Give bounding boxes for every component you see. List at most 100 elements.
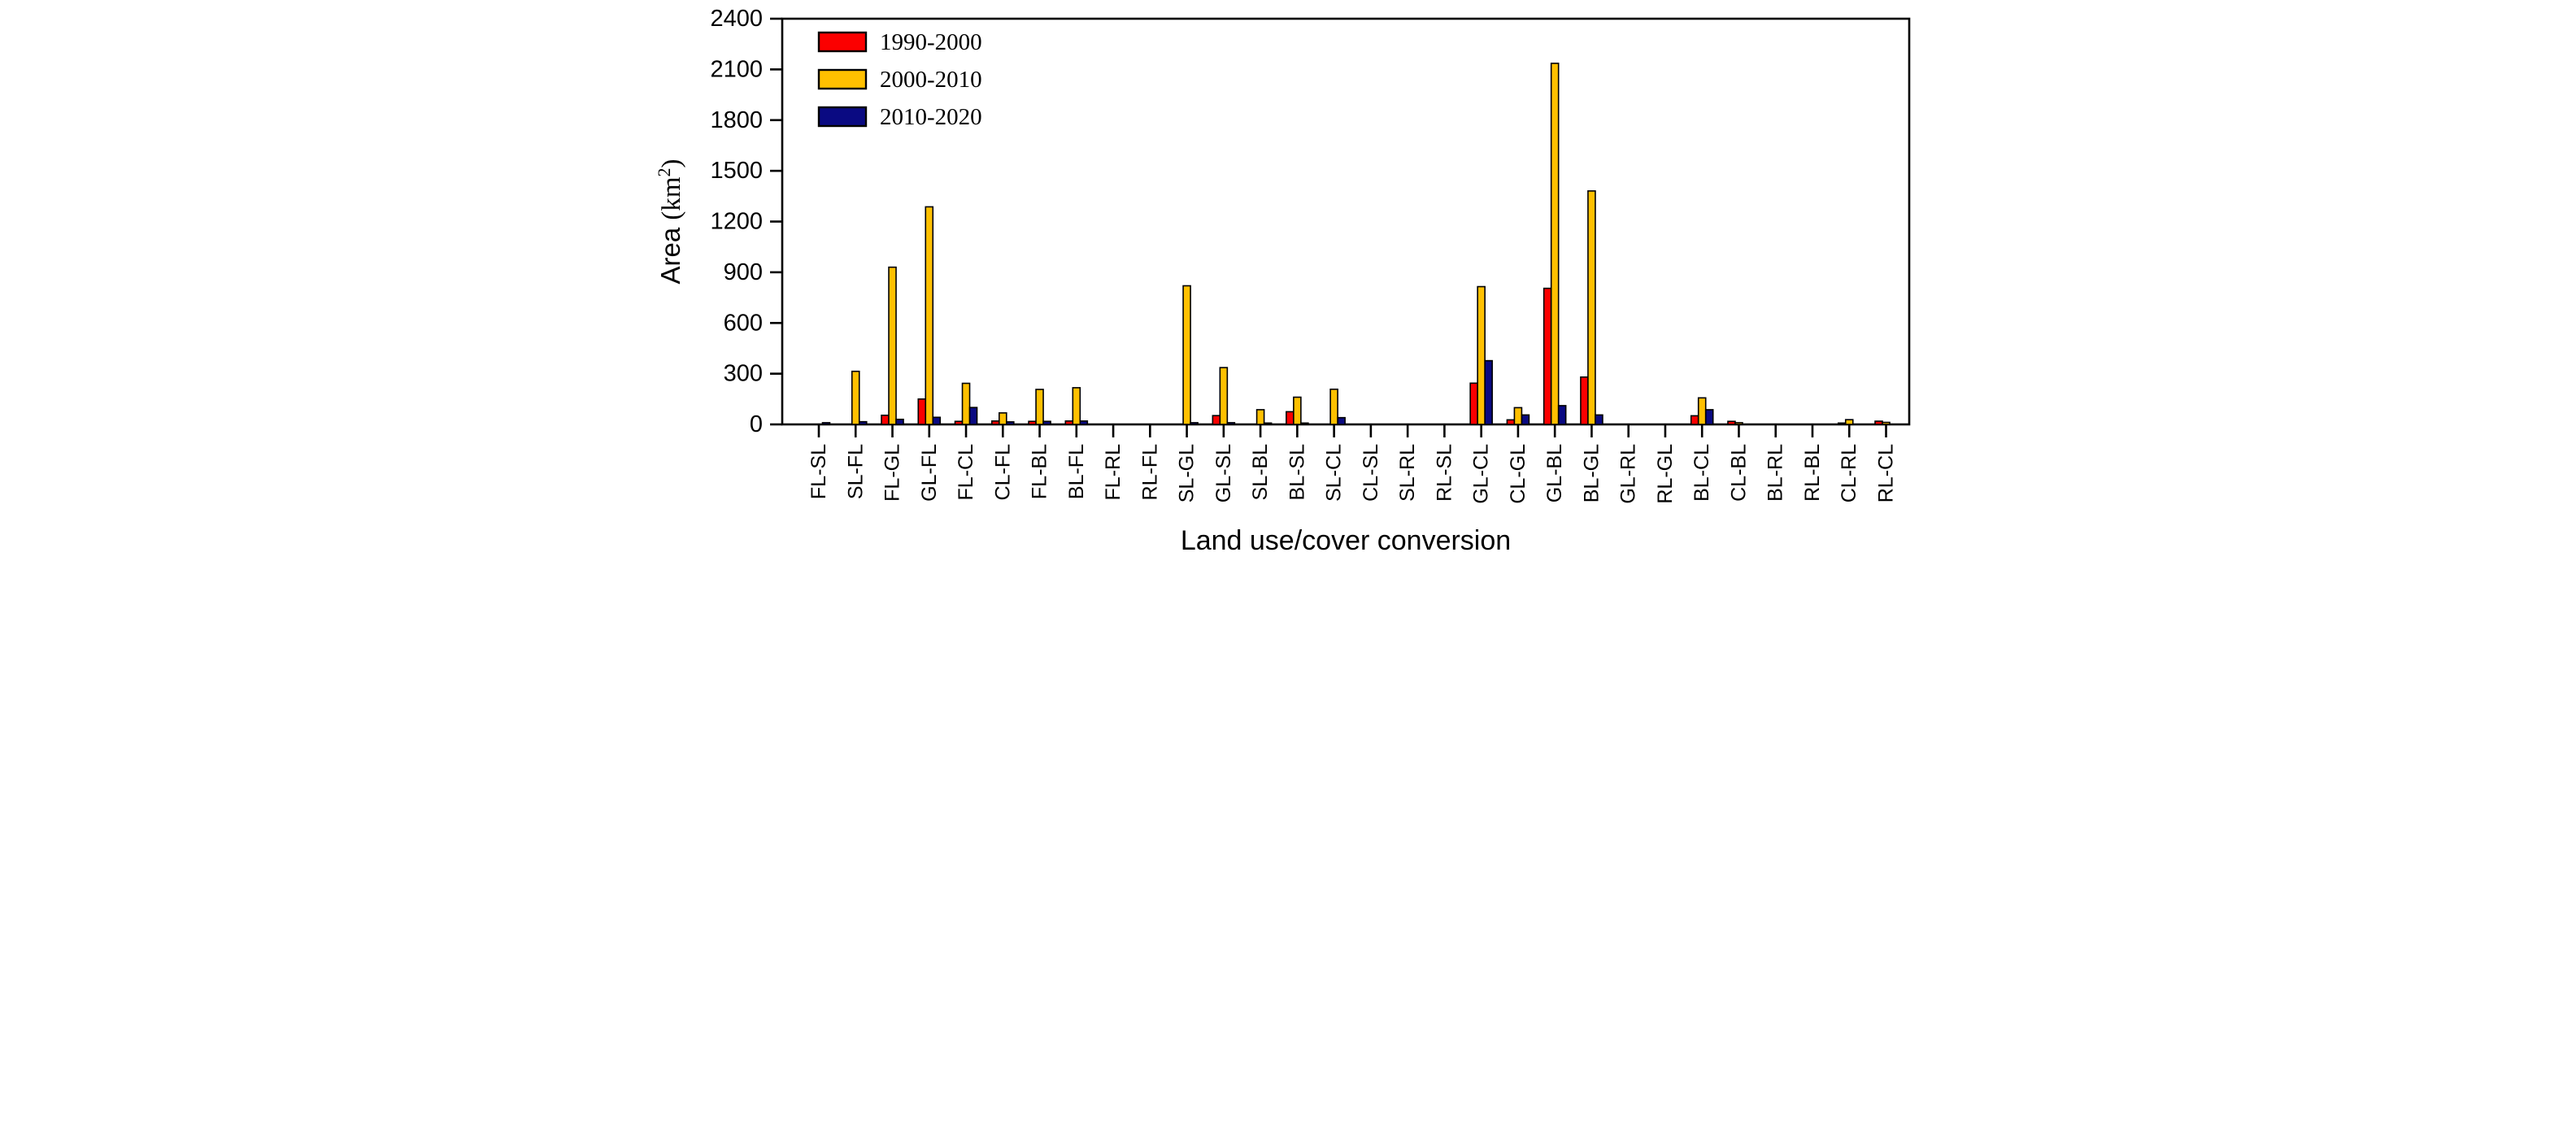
bar-RL-CL-2000-2010 [1882,421,1891,425]
bar-SL-CL-2000-2010 [1329,388,1338,425]
bar-CL-BL-1990-2000 [1727,420,1736,425]
bar-BL-GL-2010-2020 [1595,414,1603,425]
bar-GL-SL-1990-2000 [1212,415,1221,425]
y-tick-label: 900 [724,259,763,285]
bars [821,63,1891,425]
x-tick-label-CL-SL: CL-SL [1360,444,1382,502]
bar-CL-BL-2000-2010 [1734,422,1743,425]
bar-BL-GL-2000-2010 [1587,190,1596,425]
x-tick-label-FL-GL: FL-GL [881,444,904,502]
x-tick-label-GL-BL: GL-BL [1543,444,1566,502]
bar-FL-CL-2000-2010 [961,382,971,425]
y-tick-label: 1500 [710,158,763,184]
y-tick-label: 0 [750,411,763,437]
legend-label-2000-2010: 2000-2010 [880,67,982,93]
y-axis-title: Area (km2) [654,159,687,284]
bar-SL-BL-2000-2010 [1255,409,1265,425]
bar-BL-CL-2010-2020 [1704,409,1714,425]
bar-SL-FL-2000-2010 [851,370,860,425]
x-tick-label-FL-SL: FL-SL [807,444,830,499]
bar-BL-SL-1990-2000 [1286,411,1295,425]
land-use-conversion-chart: 0 300 600 900 1200 1500 1800 2100 2400 FL-SL SL-FL… [644,0,1932,568]
bar-FL-GL-2010-2020 [895,418,904,425]
bar-FL-CL-2010-2020 [968,407,978,425]
bar-BL-FL-2000-2010 [1072,387,1081,425]
x-tick-label-FL-BL: FL-BL [1029,444,1051,499]
y-tick-label: 2100 [710,56,763,82]
x-tick-label-SL-GL: SL-GL [1176,444,1199,502]
x-tick-label-SL-BL: SL-BL [1249,444,1272,501]
x-tick-label-RL-CL: RL-CL [1875,444,1898,502]
bar-CL-RL-2000-2010 [1844,419,1854,425]
x-tick-label-GL-FL: GL-FL [918,444,941,502]
bar-CL-GL-2000-2010 [1513,407,1523,425]
bar-GL-BL-1990-2000 [1543,287,1552,425]
x-tick-label-GL-SL: GL-SL [1212,444,1235,502]
x-tick-label-GL-RL: GL-RL [1617,444,1640,504]
y-tick-label: 1800 [710,107,763,133]
bar-CL-FL-2010-2020 [1005,421,1015,425]
bar-GL-FL-2010-2020 [932,416,942,425]
x-tick-label-CL-RL: CL-RL [1838,444,1860,502]
bar-BL-GL-1990-2000 [1580,376,1589,425]
bar-GL-FL-1990-2000 [917,398,927,425]
bar-SL-FL-2010-2020 [858,420,868,425]
legend-swatch-2000-2010 [817,68,868,90]
bar-FL-BL-2000-2010 [1035,389,1044,425]
x-tick-label-FL-CL: FL-CL [955,444,977,501]
legend-swatch-2010-2020 [817,106,868,128]
bar-CL-FL-2000-2010 [998,412,1007,425]
bar-GL-FL-2000-2010 [925,206,934,425]
x-tick-label-RL-GL: RL-GL [1654,444,1677,504]
y-tick-label: 600 [724,310,763,336]
bar-GL-CL-2000-2010 [1477,285,1486,425]
figure-background [644,0,1932,568]
bar-RL-CL-1990-2000 [1874,420,1883,425]
x-tick-label-CL-BL: CL-BL [1727,444,1750,502]
x-axis: FL-SL SL-FL FL-GL GL-FL FL-CL CL-FL FL-BL BL-FL… [807,424,1898,504]
y-tick-label: 1200 [710,209,763,235]
bar-BL-FL-2010-2020 [1079,420,1089,425]
bar-BL-SL-2010-2020 [1300,422,1309,425]
bar-FL-CL-1990-2000 [954,420,964,425]
bar-CL-FL-1990-2000 [990,420,1000,425]
bar-BL-FL-1990-2000 [1064,420,1074,425]
bar-FL-SL-2010-2020 [821,422,831,425]
bar-GL-BL-2010-2020 [1557,405,1567,425]
bar-CL-GL-2010-2020 [1521,414,1530,425]
y-tick-label: 2400 [710,6,763,32]
x-tick-label-SL-CL: SL-CL [1323,444,1346,502]
bar-FL-GL-2000-2010 [888,266,897,425]
bar-GL-SL-2000-2010 [1219,367,1229,425]
x-tick-label-RL-SL: RL-SL [1433,444,1456,502]
legend-label-2010-2020: 2010-2020 [880,104,982,130]
x-tick-label-BL-GL: BL-GL [1580,444,1603,502]
x-tick-label-GL-CL: GL-CL [1470,444,1493,504]
x-tick-label-RL-FL: RL-FL [1138,444,1161,501]
x-tick-label-FL-RL: FL-RL [1102,444,1125,501]
bar-CL-RL-1990-2000 [1837,422,1847,425]
bar-FL-BL-2010-2020 [1042,420,1051,425]
bar-GL-CL-1990-2000 [1469,382,1478,425]
legend-swatch-1990-2000 [817,31,868,53]
bar-SL-CL-2010-2020 [1337,416,1346,425]
x-tick-label-RL-BL: RL-BL [1801,444,1824,502]
bar-chart-canvas: 0 300 600 900 1200 1500 1800 2100 2400 FL-SL SL-FL… [644,0,1932,568]
bar-GL-BL-2000-2010 [1550,63,1560,425]
bar-GL-CL-2010-2020 [1484,359,1493,425]
x-axis-title: Land use/cover conversion [1181,525,1511,556]
x-tick-label-SL-FL: SL-FL [844,444,867,499]
x-tick-label-BL-SL: BL-SL [1286,444,1308,501]
x-tick-label-BL-CL: BL-CL [1690,444,1713,502]
bar-SL-GL-2000-2010 [1182,285,1191,425]
x-tick-label-CL-FL: CL-FL [991,444,1014,501]
x-tick-label-SL-RL: SL-RL [1396,444,1419,502]
x-tick-label-CL-GL: CL-GL [1507,444,1530,504]
bar-SL-GL-2010-2020 [1190,422,1199,425]
y-axis: 0 300 600 900 1200 1500 1800 2100 2400 [710,6,782,437]
bar-FL-BL-1990-2000 [1028,420,1037,425]
bar-BL-SL-2000-2010 [1293,396,1302,425]
bar-CL-GL-1990-2000 [1506,419,1516,425]
bar-BL-CL-1990-2000 [1690,415,1699,425]
legend: 1990-2000 2000-2010 2010-2020 [817,29,982,130]
